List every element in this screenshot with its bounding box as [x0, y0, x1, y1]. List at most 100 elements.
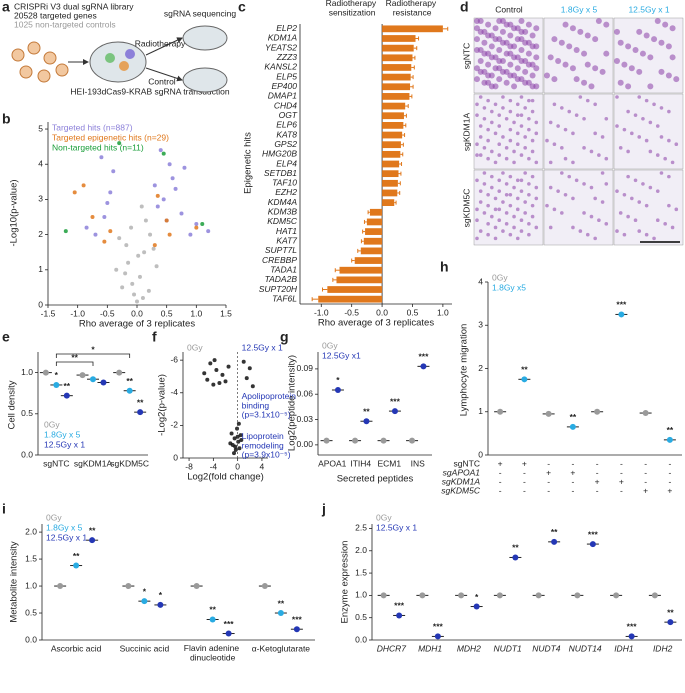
- point: [226, 364, 231, 369]
- cell-blob: [485, 79, 492, 86]
- micrograph: [473, 93, 544, 170]
- point: [238, 433, 243, 438]
- cell-blob: [482, 116, 487, 121]
- y-tick-label: 2.0: [355, 545, 367, 555]
- cell-blob: [622, 192, 627, 197]
- cell-blob: [485, 50, 492, 57]
- cell-blob: [529, 32, 536, 39]
- point: [233, 447, 238, 452]
- table-cell: +: [546, 467, 551, 477]
- point: [142, 250, 147, 255]
- cell-blob: [621, 61, 628, 68]
- table-cell: -: [620, 467, 623, 477]
- point: [148, 232, 153, 237]
- point: [194, 225, 199, 230]
- dot: [363, 418, 370, 425]
- table-cell: -: [596, 458, 599, 468]
- point: [130, 281, 135, 286]
- point: [179, 211, 184, 216]
- cell-blob: [667, 203, 671, 208]
- dot: [116, 369, 123, 376]
- point: [123, 271, 128, 276]
- cell-blob: [534, 225, 539, 230]
- cell-blob: [673, 76, 680, 83]
- cell-blob: [534, 196, 539, 201]
- point: [228, 441, 233, 446]
- cell-blob: [545, 138, 549, 143]
- significance: **: [89, 525, 96, 535]
- cell-blob: [525, 79, 532, 86]
- category-label: CREBBP: [262, 255, 297, 265]
- bar: [382, 150, 401, 158]
- cell-blob: [525, 39, 532, 46]
- cell-blob: [515, 113, 520, 117]
- dot: [396, 612, 403, 619]
- category-label: DMAP1: [268, 91, 298, 101]
- bar: [336, 276, 383, 284]
- cell-blob: [504, 116, 509, 121]
- cell-blob: [567, 174, 572, 179]
- cell-blob: [504, 156, 509, 161]
- cell-blob: [501, 200, 505, 204]
- point: [129, 225, 134, 230]
- cell-blob: [584, 32, 591, 39]
- cell-blob: [563, 127, 568, 132]
- dot: [141, 598, 148, 605]
- category-label: IDH2: [653, 643, 673, 653]
- annotation: Lipoprotein remodeling (p=3.9x10⁻⁵): [242, 431, 291, 460]
- cell-blob: [503, 79, 510, 86]
- top-label: Radiotherapy resistance: [386, 0, 439, 18]
- point: [155, 193, 160, 198]
- cell-blob: [585, 98, 590, 103]
- cell-blob: [560, 171, 564, 175]
- panel-letter: b: [2, 111, 11, 127]
- cell-blob: [477, 57, 484, 64]
- cell-blob: [577, 28, 584, 35]
- cell-blob: [519, 95, 524, 99]
- cell-blob: [592, 36, 599, 43]
- cell-blob: [515, 102, 520, 107]
- x-axis-label: Secreted peptides: [337, 474, 414, 485]
- bar: [318, 295, 383, 303]
- cell-blob: [515, 131, 520, 136]
- category-label: KDM4A: [268, 197, 298, 207]
- cell-blob: [530, 98, 535, 103]
- table-cell: -: [499, 485, 502, 495]
- table-cell: +: [619, 476, 624, 486]
- y-tick-label: -4: [170, 387, 178, 397]
- cell-blob: [515, 207, 520, 212]
- bar: [369, 208, 383, 216]
- cell-blob: [548, 225, 553, 230]
- cell-blob: [518, 47, 525, 54]
- y-tick-label: 4: [38, 158, 43, 168]
- y-tick-label: 0.09: [296, 363, 313, 373]
- cell-blob: [503, 39, 510, 46]
- point: [241, 359, 246, 364]
- cell-blob: [589, 185, 594, 190]
- point: [111, 169, 116, 174]
- legend-entry: 12.5Gy x 1: [46, 532, 87, 542]
- bar: [382, 112, 404, 120]
- cell-blob: [617, 79, 624, 86]
- cell-blob: [626, 174, 630, 179]
- cell-blob: [670, 160, 675, 165]
- point: [229, 431, 234, 436]
- image-grid-d: d Control 1.8Gy x 5 12.5Gy x 1 sgNTC sgKDM1A…: [460, 0, 684, 246]
- y-tick-label: -6: [170, 354, 178, 364]
- cell-blob: [493, 102, 498, 107]
- bar: [382, 141, 401, 149]
- dot: [57, 583, 64, 590]
- y-tick-label: 0.5: [355, 612, 367, 622]
- cell-blob: [475, 142, 479, 147]
- cell-blob: [533, 43, 540, 50]
- category-label: TADA2B: [265, 274, 298, 284]
- cell-blob: [515, 142, 520, 147]
- y-axis-label: Lymphocyte migration: [459, 324, 470, 417]
- cell-blob: [663, 156, 667, 161]
- bar: [382, 199, 395, 206]
- significance: **: [137, 397, 144, 407]
- x-tick-label: 0.0: [376, 307, 388, 317]
- point: [117, 141, 122, 146]
- table-cell: -: [668, 476, 671, 486]
- table-cell: -: [523, 467, 526, 477]
